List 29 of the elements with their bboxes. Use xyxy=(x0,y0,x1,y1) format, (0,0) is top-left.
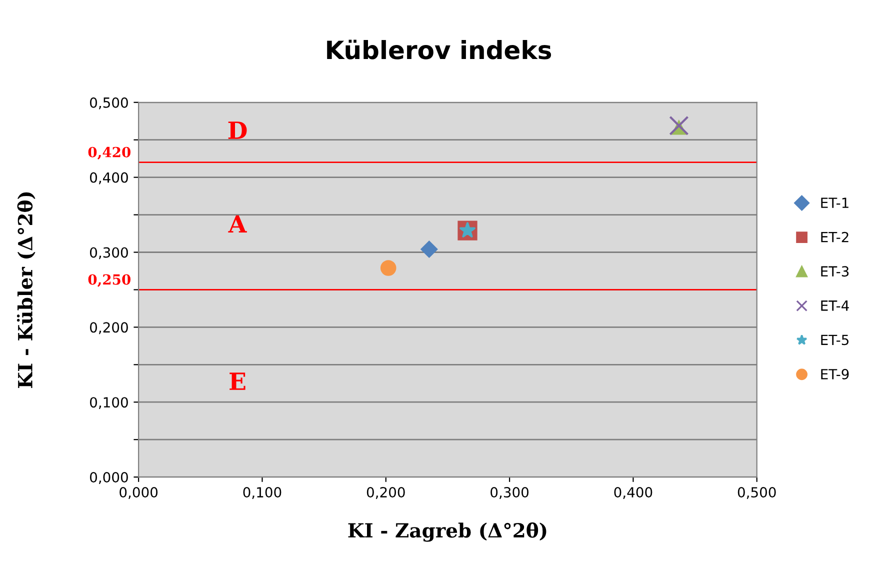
legend-label: ET-5 xyxy=(821,334,848,346)
point xyxy=(380,260,396,276)
x-tick-label: 0,300 xyxy=(490,487,528,499)
legend-label: ET-3 xyxy=(821,266,849,277)
legend-label: ET-9 xyxy=(821,368,849,380)
annotation: A xyxy=(228,215,247,233)
y-tick-label: 0,500 xyxy=(90,97,128,110)
y-tick-label: 0,200 xyxy=(90,322,128,334)
legend-label: ET-4 xyxy=(821,300,849,311)
x-tick-label: 0,400 xyxy=(614,487,652,499)
y-axis-title: KI - Kübler (Δ°2θ) xyxy=(16,192,36,388)
y-tick-label: 0,400 xyxy=(90,172,128,184)
legend-label: ET-1 xyxy=(821,198,848,208)
ref-line-label: 0,250 xyxy=(88,274,130,287)
legend-label: ET-2 xyxy=(821,232,848,242)
ref-line-label: 0,420 xyxy=(88,146,130,160)
y-tick-label: 0,300 xyxy=(90,247,128,260)
x-tick-label: 0,000 xyxy=(120,487,158,499)
y-tick-label: 0,100 xyxy=(90,397,128,410)
x-axis-title: KI - Zagreb (Δ°2θ) xyxy=(348,522,546,542)
y-tick-label: 0,000 xyxy=(90,472,128,484)
annotation: D xyxy=(228,122,247,139)
annotation: E xyxy=(230,372,246,390)
x-tick-label: 0,500 xyxy=(738,487,776,499)
point xyxy=(420,240,438,258)
x-tick-label: 0,200 xyxy=(366,487,405,499)
point xyxy=(669,116,689,136)
chart-title: Küblerov indeks xyxy=(327,40,552,60)
x-tick-label: 0,100 xyxy=(243,487,282,499)
